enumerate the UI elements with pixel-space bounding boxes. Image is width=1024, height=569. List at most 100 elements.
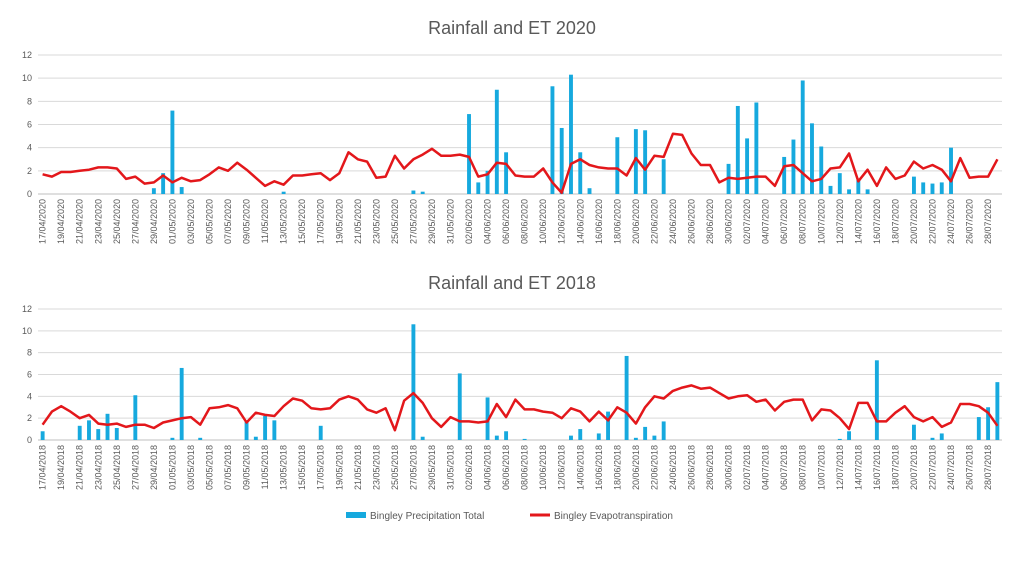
precip-bar [420, 191, 425, 194]
precip-bar [847, 189, 852, 194]
precip-bar [810, 123, 814, 194]
x-tick-label: 22/06/2020 [649, 199, 659, 244]
x-tick-label: 28/06/2020 [705, 199, 715, 244]
x-tick-label: 26/06/2020 [686, 199, 696, 244]
et-line [42, 132, 999, 195]
chart-2018: Rainfall and ET 2018 0 2 4 6 8 10 12 17/04/2018… [22, 273, 1002, 490]
precip-bar [170, 110, 175, 194]
x-tick-label: 29/05/2018 [427, 445, 437, 490]
x-tick-label: 01/05/2018 [167, 445, 177, 490]
precip-bar [939, 433, 944, 440]
x-tick-label: 17/04/2020 [38, 199, 48, 244]
x-tick-label: 23/04/2018 [93, 445, 103, 490]
precip-bar [161, 173, 166, 194]
x-tick-label: 18/07/2018 [890, 445, 900, 490]
precip-bar [179, 187, 184, 194]
x-tick-label: 08/06/2020 [520, 199, 530, 244]
precip-bar [569, 435, 573, 440]
x-tick-label: 29/04/2018 [149, 445, 159, 490]
precip-bar [411, 324, 416, 440]
precip-bar [596, 433, 601, 440]
precip-bar [819, 146, 824, 194]
precip-bar [569, 74, 573, 194]
x-tick-label: 16/07/2020 [872, 199, 882, 244]
precip-bar [578, 429, 583, 440]
x-tick-label: 05/05/2020 [204, 199, 214, 244]
x-tick-label: 27/04/2018 [130, 445, 140, 490]
x-tick-label: 15/05/2020 [297, 199, 307, 244]
legend-et-label: Bingley Evapotranspiration [554, 511, 673, 522]
x-tick-label: 21/04/2018 [75, 445, 85, 490]
x-tick-label: 07/05/2018 [223, 445, 233, 490]
x-tick-label: 24/06/2018 [668, 445, 678, 490]
x-tick-label: 13/05/2020 [279, 199, 289, 244]
x-tick-label: 21/05/2020 [353, 199, 363, 244]
x-tick-label: 24/07/2020 [946, 199, 956, 244]
x-tick-label: 08/07/2020 [798, 199, 808, 244]
precip-bar [170, 437, 175, 440]
precip-bar [578, 152, 583, 194]
precip-bar [485, 397, 490, 440]
x-tick-label: 31/05/2020 [445, 199, 455, 244]
precip-bar [476, 182, 481, 194]
x-tick-label: 12/06/2018 [557, 445, 567, 490]
x-tick-label: 28/07/2018 [983, 445, 993, 490]
x-tick-label: 09/05/2020 [242, 199, 252, 244]
x-tick-label: 23/05/2020 [371, 199, 381, 244]
x-tick-label: 04/07/2018 [761, 445, 771, 490]
y-tick-label: 12 [22, 50, 32, 60]
precip-bar [995, 382, 1000, 440]
precip-bar [244, 420, 249, 440]
legend-precip-swatch [346, 512, 366, 518]
x-tick-label: 13/05/2018 [279, 445, 289, 490]
x-tick-label: 10/07/2020 [816, 199, 826, 244]
y-tick-label: 4 [27, 391, 32, 401]
precip-bar [921, 182, 926, 194]
precip-bar [847, 431, 852, 440]
y-tick-label: 2 [27, 166, 32, 176]
x-tick-label: 10/06/2018 [538, 445, 548, 490]
precip-bar [263, 415, 268, 440]
precip-bar [457, 373, 462, 440]
precip-bar [615, 137, 620, 194]
x-tick-label: 02/06/2018 [464, 445, 474, 490]
precip-bar [522, 438, 527, 440]
precip-bar [494, 89, 499, 194]
precip-bar [151, 188, 156, 194]
x-tick-label: 29/04/2020 [149, 199, 159, 244]
precip-bar [865, 189, 870, 194]
precip-bar [745, 138, 750, 194]
x-tick-label: 27/04/2020 [130, 199, 140, 244]
x-tick-label: 14/06/2018 [575, 445, 585, 490]
x-tick-label: 10/06/2020 [538, 199, 548, 244]
x-tick-label: 25/04/2018 [112, 445, 122, 490]
precip-bar [800, 80, 805, 194]
precip-bar [930, 183, 935, 194]
x-tick-label: 02/06/2020 [464, 199, 474, 244]
x-tick-label: 14/07/2018 [853, 445, 863, 490]
x-tick-label: 23/05/2018 [371, 445, 381, 490]
x-tick-label: 27/05/2018 [408, 445, 418, 490]
chart-title: Rainfall and ET 2020 [428, 18, 596, 38]
precip-bar [318, 425, 323, 440]
x-tick-label: 08/07/2018 [798, 445, 808, 490]
precip-bar [77, 425, 82, 440]
precip-bar [643, 426, 648, 440]
x-tick-label: 03/05/2020 [186, 199, 196, 244]
x-tick-label: 11/05/2018 [260, 445, 270, 489]
precip-bar [661, 421, 666, 440]
precip-bar [986, 407, 991, 440]
x-tick-label: 06/07/2020 [779, 199, 789, 244]
x-tick-label: 28/06/2018 [705, 445, 715, 490]
x-tick-label: 11/05/2020 [260, 199, 270, 243]
x-tick-label: 20/06/2020 [631, 199, 641, 244]
x-tick-label: 02/07/2020 [742, 199, 752, 244]
chart-title: Rainfall and ET 2018 [428, 273, 596, 293]
x-tick-label: 24/07/2018 [946, 445, 956, 490]
precip-bar [587, 188, 592, 194]
precip-bar [791, 139, 796, 194]
precip-bar [420, 436, 425, 440]
precip-bar [253, 436, 258, 440]
precip-bar [856, 180, 861, 194]
